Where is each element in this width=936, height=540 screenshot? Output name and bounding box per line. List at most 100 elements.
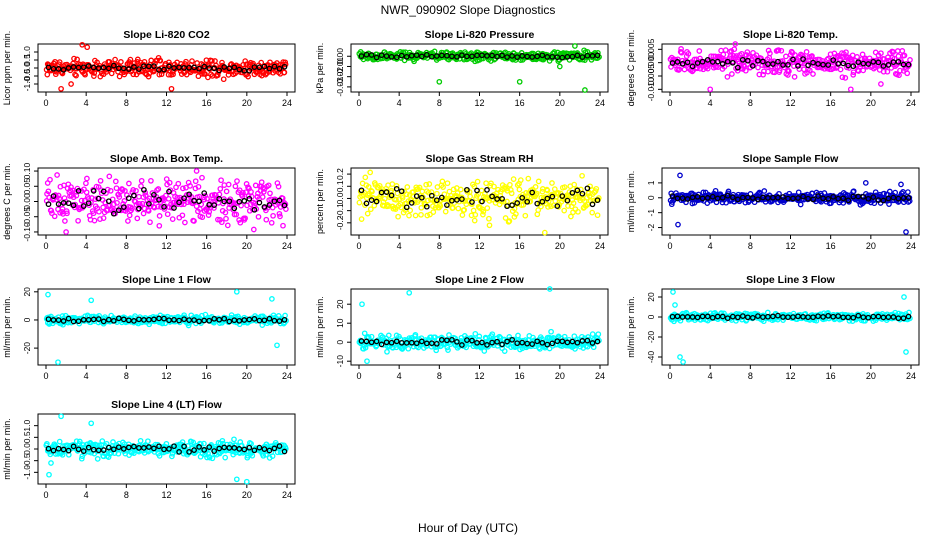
panel-6: Slope Sample Flow ml/min per min. -2 -1 0 1 0 4… [626, 153, 920, 251]
hourly-point [895, 58, 902, 65]
hourly-point [75, 318, 82, 325]
hourly-point [206, 317, 213, 324]
x-tick-label: 4 [84, 490, 89, 500]
x-tick-label: 12 [161, 371, 171, 381]
hourly-point [136, 316, 142, 323]
hourly-point [579, 54, 586, 60]
data-point [504, 187, 511, 194]
x-tick-label: 16 [826, 241, 836, 251]
data-point [367, 169, 374, 176]
data-point [535, 178, 542, 185]
data-point [242, 215, 248, 222]
hourly-point [261, 63, 268, 70]
data-point [243, 189, 249, 196]
hourly-point [885, 195, 892, 202]
hourly-point [115, 315, 122, 322]
hourly-point [815, 61, 821, 67]
y-tick-label: -40 [646, 351, 656, 364]
hourly-point [574, 52, 581, 59]
hourly-point [589, 340, 596, 346]
hourly-point [373, 338, 380, 345]
data-point [236, 187, 243, 194]
hourly-point [110, 210, 117, 217]
data-point [886, 188, 893, 195]
data-point [459, 212, 466, 218]
data-point [507, 181, 513, 188]
data-point [472, 211, 479, 218]
data-point [428, 189, 435, 195]
data-point [412, 331, 419, 338]
hourly-point [151, 316, 157, 323]
data-point [267, 190, 273, 197]
hourly-point [810, 196, 816, 203]
hourly-point [100, 318, 107, 325]
data-point [419, 188, 426, 195]
hourly-point [196, 318, 202, 325]
hourly-point [110, 62, 117, 69]
y-tick-label: -0.10 [22, 222, 32, 242]
y-axis-label: ml/min per min. [626, 171, 636, 233]
data-point [480, 208, 487, 215]
panel-3: Slope Li-820 Temp. degrees C per min. -0.0… [626, 29, 920, 108]
hourly-point [271, 317, 278, 324]
hourly-point [704, 313, 711, 320]
data-point [571, 181, 578, 188]
hourly-point [825, 195, 832, 202]
hourly-point [514, 200, 521, 206]
hourly-point [358, 187, 365, 194]
x-tick-label: 12 [161, 241, 171, 251]
data-point [94, 456, 101, 462]
data-point [565, 192, 572, 199]
hourly-point [70, 64, 77, 70]
data-point [471, 183, 478, 190]
hourly-point [454, 338, 460, 345]
hourly-point [539, 339, 546, 346]
data-point [516, 186, 523, 193]
hourly-point [281, 448, 288, 455]
hourly-point [95, 65, 102, 72]
hourly-point [479, 52, 485, 59]
panel-4: Slope Amb. Box Temp. degrees C per min. -0… [2, 153, 296, 251]
x-tick-label: 12 [474, 241, 484, 251]
x-tick-label: 16 [826, 98, 836, 108]
hourly-point [760, 58, 766, 65]
data-point [426, 181, 433, 187]
hourly-point [433, 197, 440, 204]
hourly-point [261, 446, 268, 452]
hourly-point [60, 446, 67, 453]
hourly-point [464, 53, 470, 60]
hourly-point [171, 65, 177, 71]
x-tick-label: 4 [84, 371, 89, 381]
data-point [260, 188, 267, 195]
hourly-point [724, 315, 731, 322]
data-point [263, 216, 270, 223]
data-point [105, 454, 112, 460]
hourly-point [870, 58, 877, 65]
data-point [406, 212, 412, 219]
data-point [593, 185, 600, 192]
data-point [49, 210, 55, 217]
hourly-point [674, 313, 681, 320]
hourly-point [80, 203, 87, 209]
data-point [71, 55, 77, 62]
hourly-point [569, 53, 576, 60]
x-tick-label: 12 [785, 371, 795, 381]
hourly-point [594, 338, 601, 345]
hourly-point [60, 318, 67, 324]
hourly-point [418, 194, 425, 201]
panel-2: Slope Li-820 Pressure kPa per min. -0.03-0… [315, 29, 609, 108]
hourly-point [734, 64, 741, 71]
data-point [778, 47, 785, 54]
hourly-point [100, 447, 107, 453]
hourly-point [50, 65, 57, 72]
x-tick-label: 4 [708, 371, 713, 381]
y-tick-label: 0.0 [22, 62, 32, 74]
hourly-point [850, 63, 857, 70]
hourly-point [709, 193, 716, 200]
hourly-point [729, 194, 736, 201]
data-point [56, 195, 63, 202]
hourly-point [795, 195, 801, 201]
hourly-point [845, 62, 852, 69]
hourly-point [569, 338, 576, 345]
hourly-point [905, 313, 912, 320]
